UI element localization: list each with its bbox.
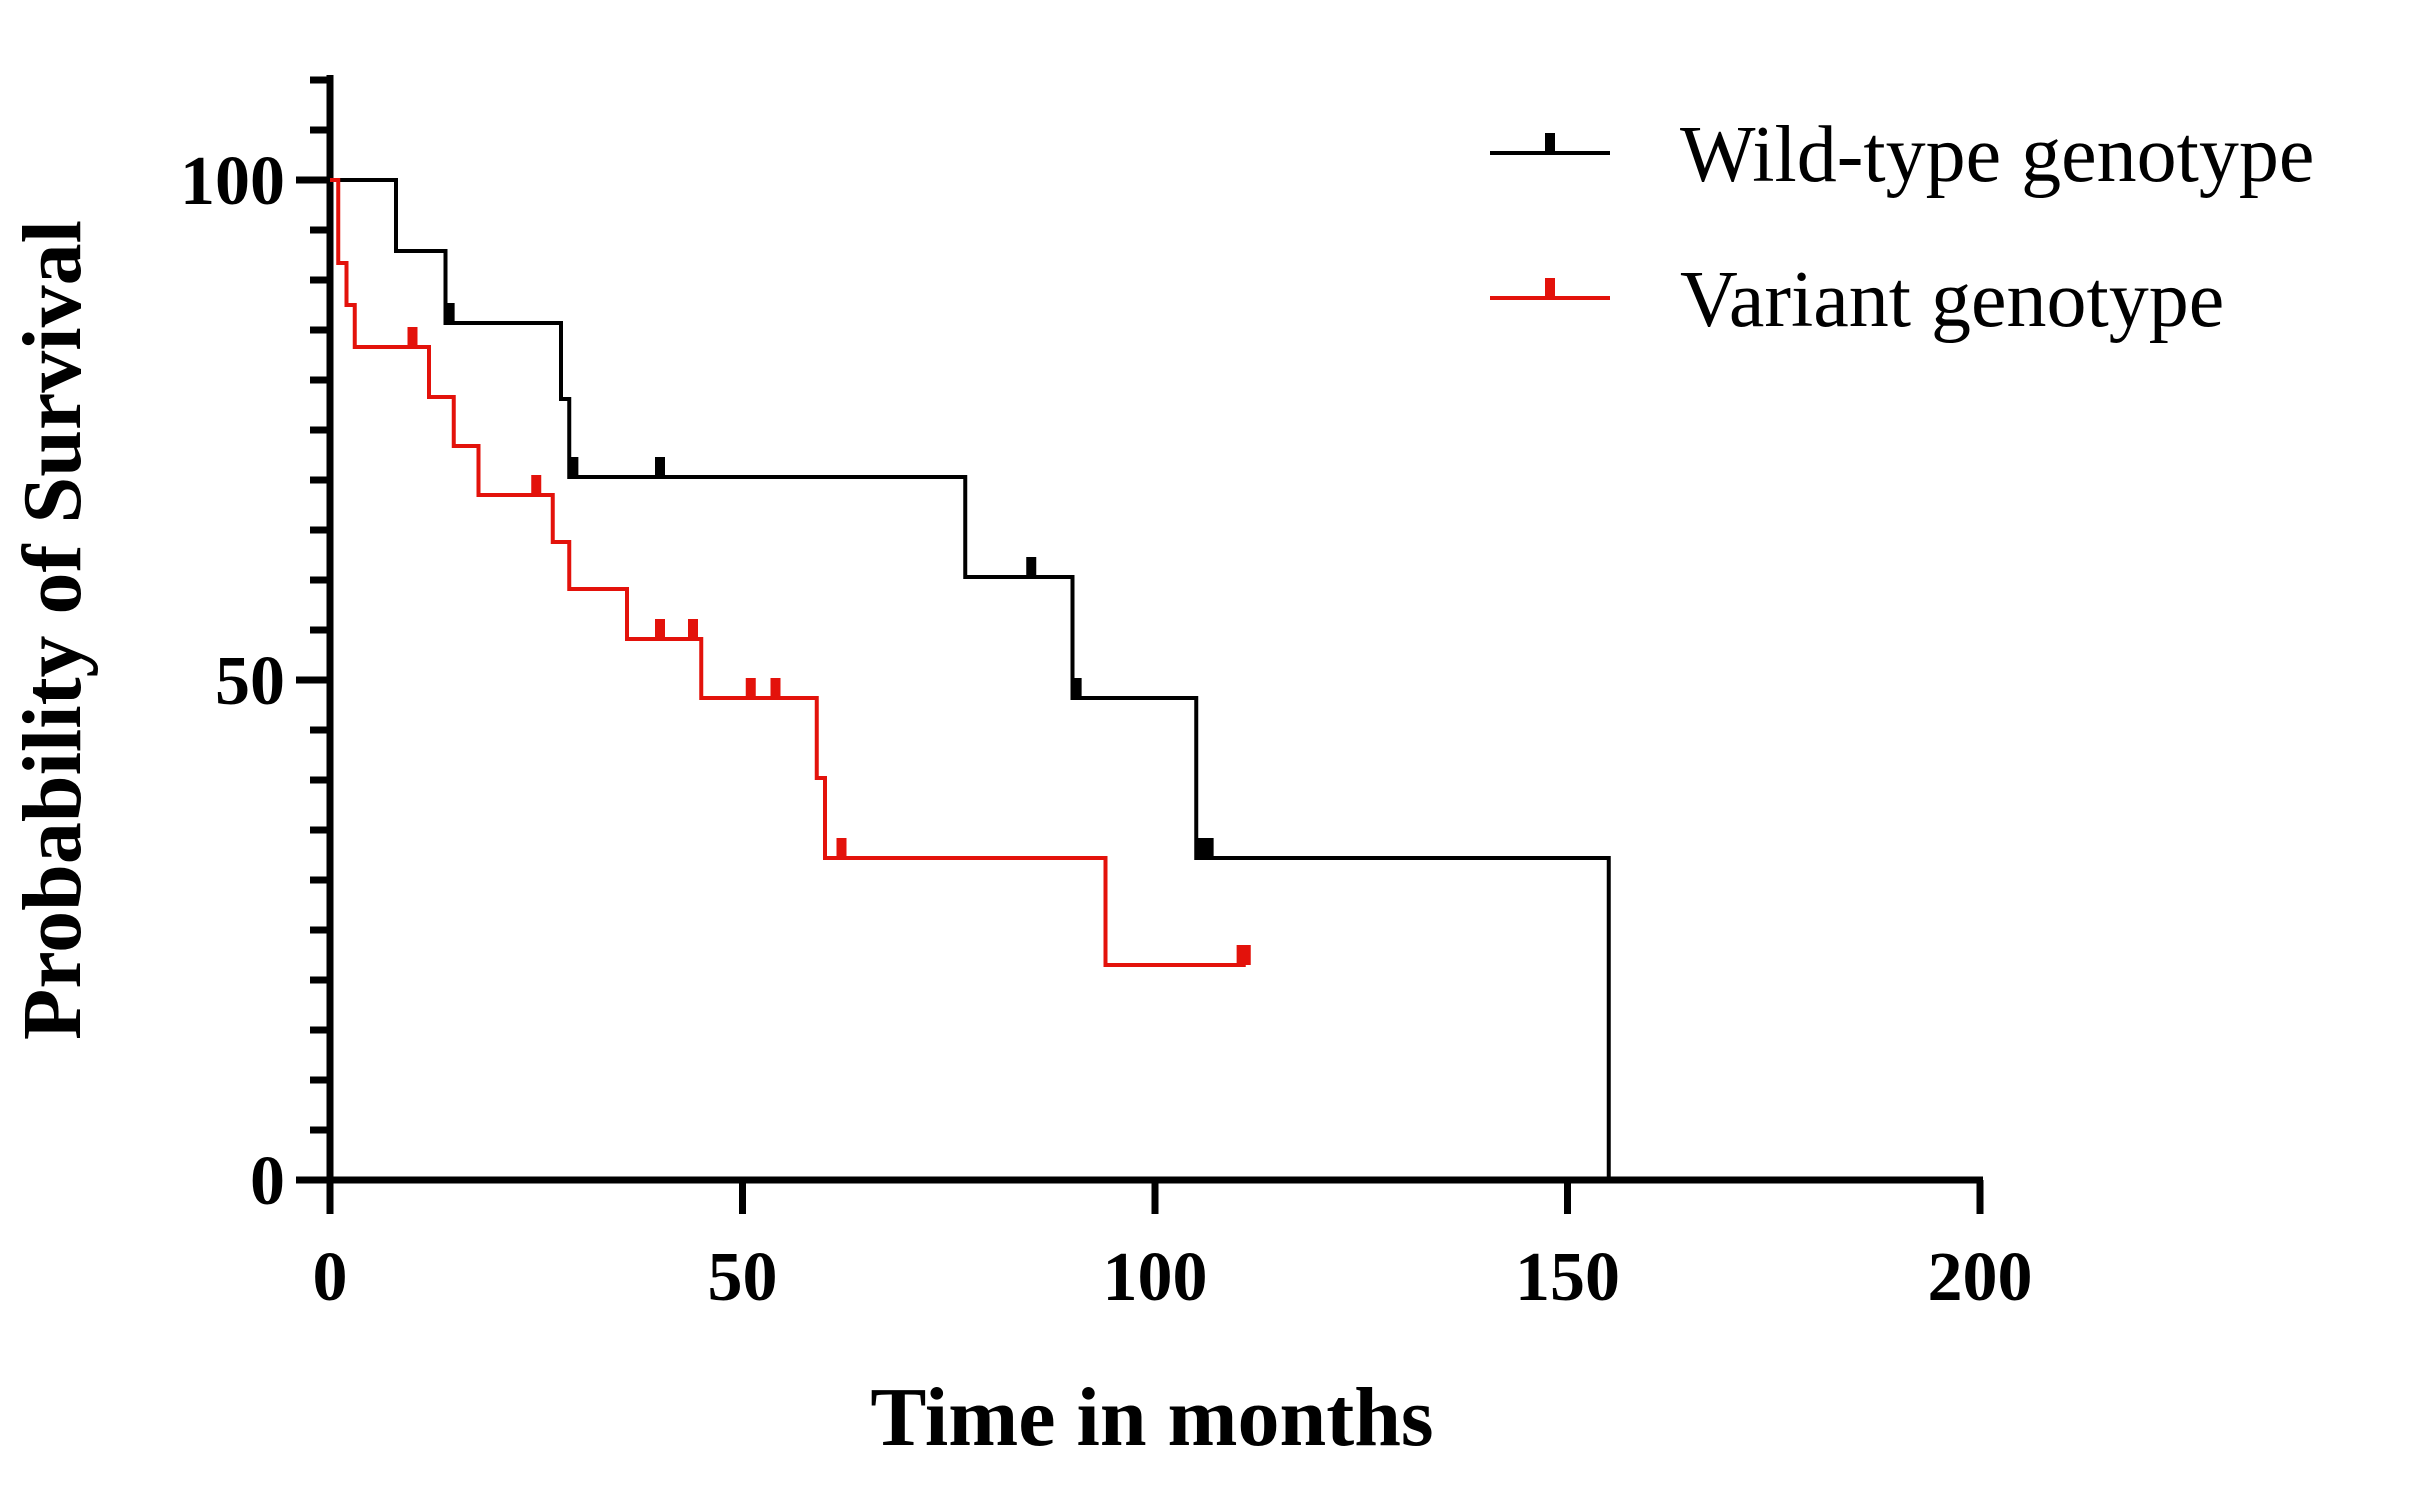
censor-mark — [688, 619, 698, 639]
x-tick-label: 200 — [1928, 1239, 2033, 1316]
axes-group: 0 50 100 0 50 100 150 200 — [180, 75, 2033, 1316]
legend-swatch-mark — [1545, 278, 1555, 298]
censor-mark — [568, 457, 579, 477]
censor-mark — [1240, 945, 1251, 965]
x-axis-title: Time in months — [870, 1371, 1433, 1464]
censor-mark — [1071, 678, 1082, 698]
censor-mark — [1203, 838, 1214, 858]
x-tick-label: 0 — [313, 1239, 348, 1316]
legend-label: Wild-type genotype — [1680, 111, 2314, 199]
x-tick-label: 100 — [1103, 1239, 1208, 1316]
x-tick-label: 50 — [708, 1239, 778, 1316]
censor-mark — [836, 838, 847, 858]
legend-label: Variant genotype — [1680, 256, 2224, 344]
legend: Wild-type genotype Variant genotype — [1490, 111, 2314, 344]
series-1 — [330, 178, 1251, 967]
survival-curve-line — [330, 178, 1246, 967]
y-tick-label: 50 — [215, 643, 285, 720]
censor-mark — [745, 678, 756, 698]
censor-mark — [1026, 557, 1037, 577]
y-tick-label: 0 — [250, 1143, 285, 1220]
censor-mark — [770, 678, 781, 698]
series-0 — [330, 178, 1611, 1180]
legend-swatch-mark — [1545, 133, 1555, 153]
y-tick-label: 100 — [180, 143, 285, 220]
x-tick-label: 150 — [1515, 1239, 1620, 1316]
survival-curve-line — [330, 178, 1611, 1180]
censor-mark — [531, 475, 542, 495]
censor-mark — [444, 303, 455, 323]
censor-mark — [655, 619, 665, 639]
censor-mark — [1195, 838, 1206, 858]
series-group — [330, 178, 1611, 1180]
y-axis-title: Probability of Survival — [6, 220, 99, 1040]
censor-mark — [407, 327, 418, 347]
censor-mark — [655, 457, 665, 477]
